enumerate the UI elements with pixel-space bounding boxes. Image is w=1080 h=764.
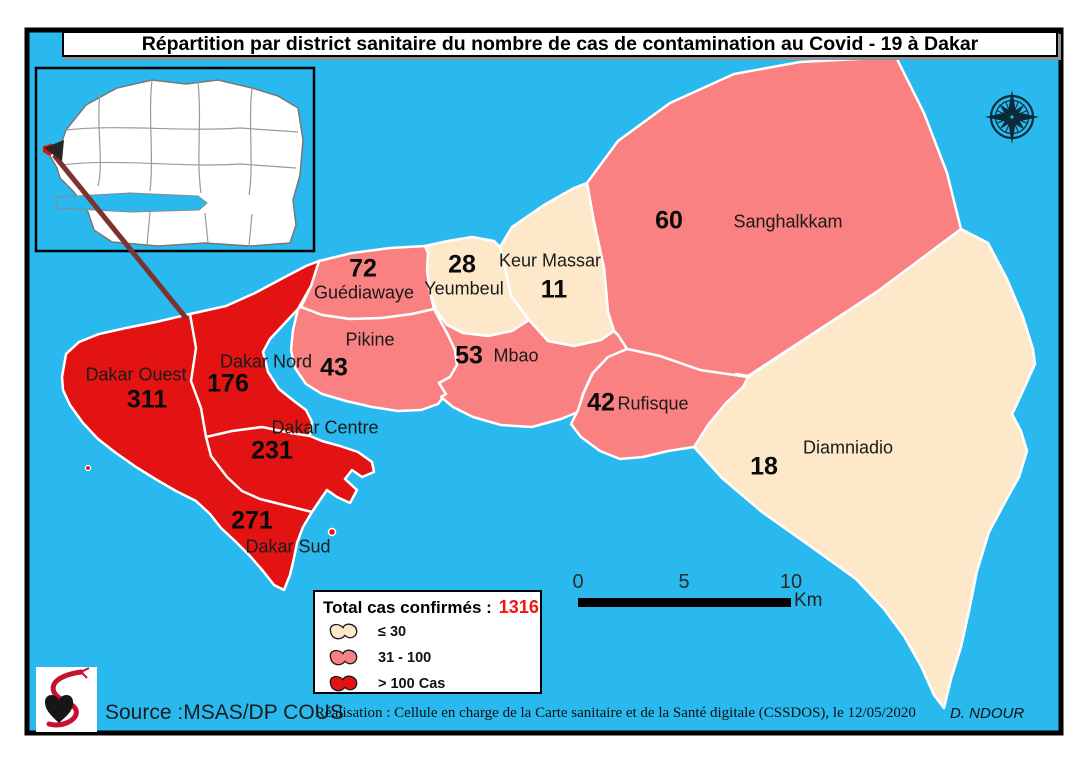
author-text: D. NDOUR [950, 705, 1025, 722]
inset-leader-line [52, 153, 188, 320]
scale-tick-0: 0 [572, 571, 584, 593]
legend-swatch-le30 [329, 623, 358, 640]
district-label-dakar-sud: Dakar Sud [245, 536, 331, 557]
district-cases-dakar-centre: 231 [251, 436, 293, 465]
district-cases-yeumbeul: 28 [448, 250, 476, 279]
district-label-keur-massar: Keur Massar [498, 250, 602, 271]
legend-row-le30: ≤ 30 [323, 619, 534, 644]
district-cases-dakar-nord: 176 [207, 369, 249, 398]
legend-title-row: Total cas confirmés : 1316 [323, 597, 539, 618]
district-label-rufisque: Rufisque [617, 393, 689, 414]
district-shape-rufisque [569, 347, 750, 461]
compass-rose-icon [985, 90, 1039, 144]
district-label-dakar-nord: Dakar Nord [219, 351, 313, 372]
district-cases-mbao: 53 [455, 341, 483, 370]
logo-heart-icon [44, 694, 74, 723]
district-shape-diamniadio [692, 227, 1037, 710]
goree-island [327, 527, 337, 537]
dakar-district-boundaries [188, 312, 314, 514]
district-label-mbao: Mbao [493, 345, 539, 366]
credit-text: Réalisation : Cellule en charge de la Ca… [315, 705, 916, 721]
scale-unit-label: Km [794, 590, 823, 611]
legend-label-31-100: 31 - 100 [378, 649, 432, 666]
legend-total-count: 1316 [498, 597, 539, 617]
district-cases-rufisque: 42 [587, 388, 615, 417]
legend-title: Total cas confirmés : [323, 598, 492, 617]
gambia-strip [56, 192, 208, 213]
legend-row-gt100: > 100 Cas [323, 671, 534, 696]
msas-logo [36, 667, 97, 732]
district-label-guediawaye: Guédiawaye [313, 282, 415, 303]
scale-bar [578, 598, 791, 607]
senegal-region-boundaries [59, 79, 299, 247]
district-label-pikine: Pikine [345, 329, 395, 350]
logo-swirl-tip [80, 667, 90, 679]
district-label-sanghalkkam: Sanghalkkam [733, 211, 843, 232]
legend-swatch-gt100 [329, 675, 358, 692]
district-cases-guediawaye: 72 [349, 254, 377, 283]
district-label-dakar-centre: Dakar Centre [271, 417, 379, 438]
senegal-inset-map [34, 66, 316, 253]
legend-label-le30: ≤ 30 [378, 623, 407, 640]
district-label-dakar-ouest: Dakar Ouest [85, 364, 187, 385]
scale-tick-5: 5 [678, 571, 690, 593]
legend-swatch-31-100 [329, 649, 358, 666]
legend: Total cas confirmés :1316 ≤ 30 31 - 100 … [313, 590, 542, 694]
source-text: Source :MSAS/DP COUS [105, 701, 344, 724]
district-cases-keur-massar: 11 [540, 275, 568, 304]
leader-arrowhead-icon [44, 140, 64, 161]
district-cases-dakar-sud: 271 [231, 506, 273, 535]
legend-label-gt100: > 100 Cas [378, 675, 446, 692]
district-cases-diamniadio: 18 [750, 452, 778, 481]
district-cases-dakar-ouest: 311 [126, 385, 168, 414]
district-label-diamniadio: Diamniadio [802, 437, 894, 458]
legend-row-31-100: 31 - 100 [323, 645, 534, 670]
district-cases-sanghalkkam: 60 [655, 206, 683, 235]
madeleine-island [84, 464, 92, 472]
map-title: Répartition par district sanitaire du no… [62, 31, 1058, 57]
district-label-yeumbeul: Yeumbeul [424, 278, 504, 299]
district-cases-pikine: 43 [320, 353, 348, 382]
scale-tick-10: 10 [779, 571, 803, 593]
